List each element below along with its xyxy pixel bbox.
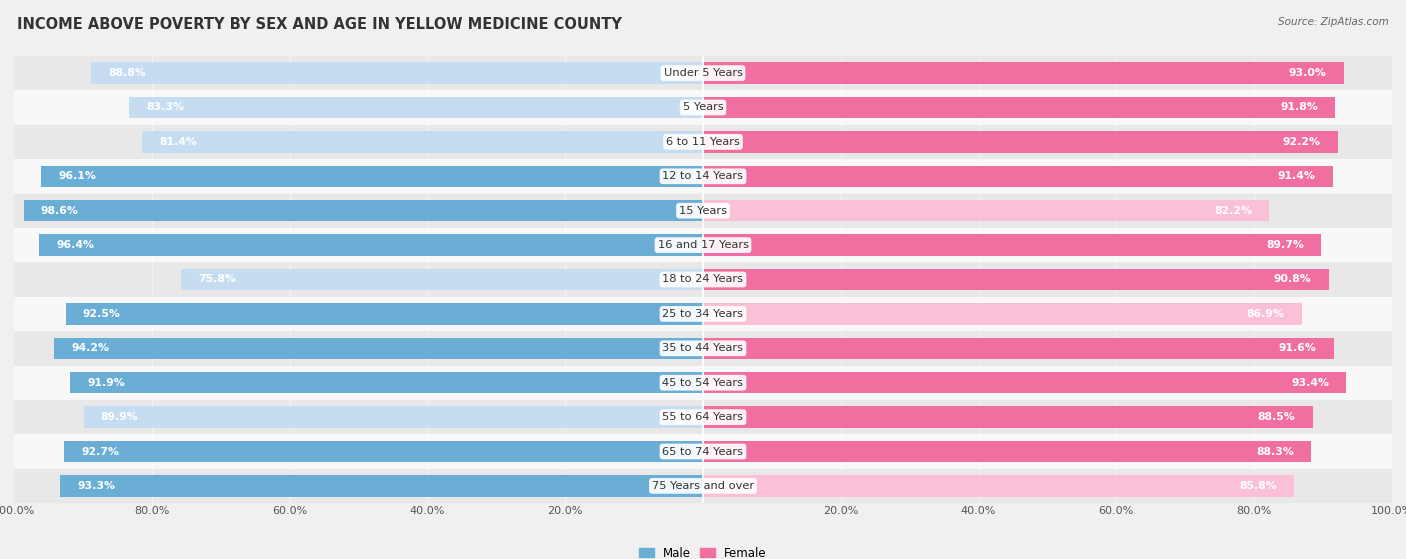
Text: 55 to 64 Years: 55 to 64 Years: [662, 412, 744, 422]
Bar: [703, 338, 1334, 359]
Text: 82.2%: 82.2%: [1215, 206, 1253, 216]
Text: 93.0%: 93.0%: [1289, 68, 1326, 78]
Bar: [703, 303, 1302, 325]
Text: 65 to 74 Years: 65 to 74 Years: [662, 447, 744, 457]
Bar: [91, 63, 703, 84]
Bar: [14, 159, 1392, 193]
Text: 89.9%: 89.9%: [101, 412, 139, 422]
Text: 90.8%: 90.8%: [1274, 274, 1312, 285]
Text: 88.3%: 88.3%: [1256, 447, 1294, 457]
Bar: [181, 269, 703, 290]
Text: 16 and 17 Years: 16 and 17 Years: [658, 240, 748, 250]
Text: 92.2%: 92.2%: [1284, 137, 1322, 147]
Bar: [83, 406, 703, 428]
Bar: [14, 331, 1392, 366]
Text: Under 5 Years: Under 5 Years: [664, 68, 742, 78]
Text: 25 to 34 Years: 25 to 34 Years: [662, 309, 744, 319]
Bar: [65, 441, 703, 462]
Bar: [14, 468, 1392, 503]
Text: 91.6%: 91.6%: [1279, 343, 1317, 353]
Text: INCOME ABOVE POVERTY BY SEX AND AGE IN YELLOW MEDICINE COUNTY: INCOME ABOVE POVERTY BY SEX AND AGE IN Y…: [17, 17, 621, 32]
Bar: [14, 228, 1392, 262]
Text: 15 Years: 15 Years: [679, 206, 727, 216]
Bar: [53, 338, 703, 359]
Bar: [66, 303, 703, 325]
Text: 88.5%: 88.5%: [1258, 412, 1295, 422]
Bar: [14, 91, 1392, 125]
Bar: [703, 406, 1313, 428]
Text: 35 to 44 Years: 35 to 44 Years: [662, 343, 744, 353]
Bar: [703, 200, 1270, 221]
Text: 94.2%: 94.2%: [72, 343, 110, 353]
Bar: [703, 165, 1333, 187]
Text: 6 to 11 Years: 6 to 11 Years: [666, 137, 740, 147]
Bar: [41, 165, 703, 187]
Bar: [142, 131, 703, 153]
Text: 5 Years: 5 Years: [683, 102, 723, 112]
Bar: [703, 234, 1322, 256]
Text: 96.1%: 96.1%: [58, 171, 96, 181]
Bar: [703, 441, 1312, 462]
Text: 85.8%: 85.8%: [1239, 481, 1277, 491]
Bar: [703, 475, 1294, 496]
Legend: Male, Female: Male, Female: [634, 542, 772, 559]
Bar: [14, 366, 1392, 400]
Text: 96.4%: 96.4%: [56, 240, 94, 250]
Text: 93.3%: 93.3%: [77, 481, 115, 491]
Text: 86.9%: 86.9%: [1247, 309, 1285, 319]
Bar: [60, 475, 703, 496]
Text: 92.5%: 92.5%: [83, 309, 121, 319]
Text: 18 to 24 Years: 18 to 24 Years: [662, 274, 744, 285]
Bar: [70, 372, 703, 394]
Text: 88.8%: 88.8%: [108, 68, 146, 78]
Text: 81.4%: 81.4%: [159, 137, 197, 147]
Bar: [703, 97, 1336, 118]
Bar: [14, 193, 1392, 228]
Bar: [703, 63, 1344, 84]
Text: 75.8%: 75.8%: [198, 274, 236, 285]
Text: 91.8%: 91.8%: [1281, 102, 1319, 112]
Text: 91.9%: 91.9%: [87, 378, 125, 388]
Bar: [703, 269, 1329, 290]
Text: 75 Years and over: 75 Years and over: [652, 481, 754, 491]
Text: 12 to 14 Years: 12 to 14 Years: [662, 171, 744, 181]
Text: Source: ZipAtlas.com: Source: ZipAtlas.com: [1278, 17, 1389, 27]
Bar: [24, 200, 703, 221]
Text: 92.7%: 92.7%: [82, 447, 120, 457]
Text: 91.4%: 91.4%: [1278, 171, 1316, 181]
Bar: [703, 372, 1347, 394]
Bar: [14, 262, 1392, 297]
Bar: [703, 131, 1339, 153]
Bar: [14, 434, 1392, 468]
Bar: [14, 125, 1392, 159]
Text: 89.7%: 89.7%: [1265, 240, 1303, 250]
Text: 45 to 54 Years: 45 to 54 Years: [662, 378, 744, 388]
Text: 93.4%: 93.4%: [1291, 378, 1329, 388]
Text: 83.3%: 83.3%: [146, 102, 184, 112]
Bar: [129, 97, 703, 118]
Bar: [14, 297, 1392, 331]
Bar: [14, 400, 1392, 434]
Bar: [14, 56, 1392, 91]
Bar: [39, 234, 703, 256]
Text: 98.6%: 98.6%: [41, 206, 79, 216]
